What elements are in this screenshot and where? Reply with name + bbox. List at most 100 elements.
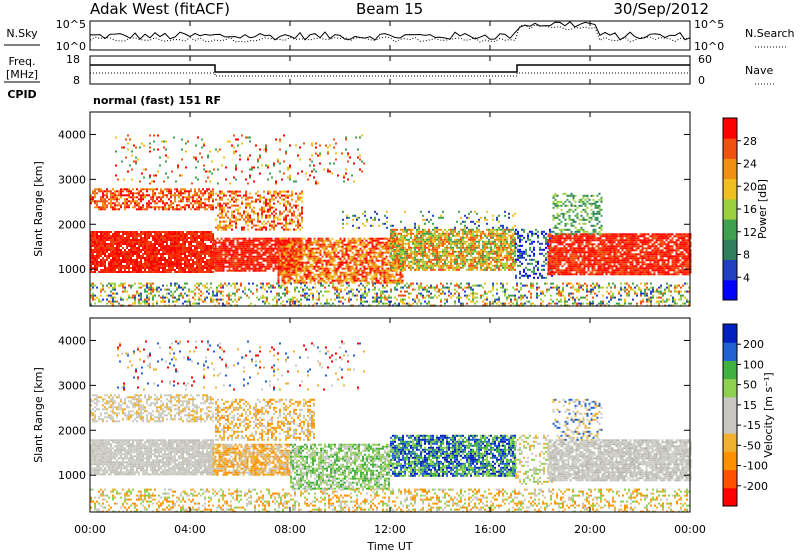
heatmap-cell [333,249,336,252]
heatmap-cell [277,194,279,197]
heatmap-cell [430,218,432,221]
heatmap-cell [219,196,221,199]
heatmap-cell [294,259,297,262]
heatmap-cell [252,247,255,250]
heatmap-cell [478,242,480,245]
heatmap-cell [355,273,358,276]
heatmap-cell [371,275,374,278]
heatmap-cell [208,247,210,249]
heatmap-cell [486,252,488,255]
heatmap-cell [250,251,253,254]
heatmap-cell [311,255,314,258]
heatmap-cell [450,260,452,263]
heatmap-cell [210,192,212,195]
heatmap-cell [506,266,508,269]
heatmap-cell [398,232,400,235]
heatmap-cell [237,208,239,211]
heatmap-cell [194,192,196,195]
heatmap-cell [297,194,299,197]
heatmap-cell [464,240,466,243]
heatmap-cell [94,241,96,243]
heatmap-cell [182,192,184,195]
heatmap-cell [122,257,124,259]
heatmap-cell [172,239,174,241]
heatmap-cell [317,245,320,248]
heatmap-cell [218,267,221,270]
heatmap-cell [401,281,404,284]
heatmap-cell [297,273,300,276]
heatmap-cell [150,251,152,253]
heatmap-cell [232,261,235,264]
heatmap-cell [426,238,428,241]
heatmap-cell [446,236,448,239]
heatmap-cell [297,222,299,225]
heatmap-cell [168,267,170,269]
heatmap-cell [504,254,506,257]
heatmap-cell [178,208,180,211]
heatmap-cell [289,277,292,280]
heatmap-cell [264,239,267,242]
heatmap-cell [196,194,198,197]
heatmap-cell [385,243,388,246]
heatmap-cell [279,245,282,248]
heatmap-cell [118,255,120,257]
heatmap-cell [408,256,410,259]
heatmap-cell [174,192,176,195]
heatmap-cell [307,249,310,252]
heatmap-cell [424,260,426,263]
heatmap-cell [172,235,174,237]
heatmap-cell [460,254,462,257]
heatmap-cell [156,188,158,191]
heatmap-cell [224,237,227,240]
heatmap-cell [198,194,200,197]
heatmap-cell [236,249,239,252]
heatmap-cell [222,245,225,248]
heatmap-cell [490,242,492,245]
heatmap-cell [100,188,102,191]
heatmap-cell [219,190,221,193]
heatmap-cell [231,190,233,193]
heatmap-cell [385,255,388,258]
heatmap-cell [180,233,182,235]
heatmap-cell [104,243,106,245]
heatmap-cell [289,204,291,207]
heatmap-cell [166,235,168,237]
heatmap-cell [241,202,243,205]
heatmap-cell [146,251,148,253]
heatmap-cell [428,244,430,247]
heatmap-cell [331,275,334,278]
heatmap-cell [184,243,186,245]
heatmap-cell [196,249,198,251]
heatmap-cell [341,271,344,274]
heatmap-cell [154,231,156,233]
heatmap-cell [394,234,396,237]
heatmap-cell [438,250,440,253]
heatmap-cell [299,245,302,248]
heatmap-cell [182,237,184,239]
heatmap-cell [458,262,460,265]
heatmap-cell [264,269,267,272]
heatmap-cell [343,257,346,260]
heatmap-cell [110,192,112,195]
heatmap-cell [476,220,478,223]
heatmap-cell [180,243,182,245]
heatmap-cell [260,257,263,260]
heatmap-cell [264,251,267,254]
heatmap-cell [150,259,152,261]
heatmap-cell [226,255,229,258]
heatmap-cell [220,261,223,264]
heatmap-cell [180,269,182,271]
heatmap-cell [144,259,146,261]
heatmap-cell [444,234,446,237]
heatmap-cell [383,259,386,262]
heatmap-cell [404,262,406,265]
heatmap-cell [398,254,400,257]
heatmap-cell [424,240,426,243]
heatmap-cell [309,247,312,250]
heatmap-cell [114,261,116,263]
heatmap-cell [460,252,462,255]
heatmap-cell [478,234,480,237]
heatmap-cell [456,232,458,235]
heatmap-cell [484,246,486,249]
heatmap-cell [384,214,386,217]
